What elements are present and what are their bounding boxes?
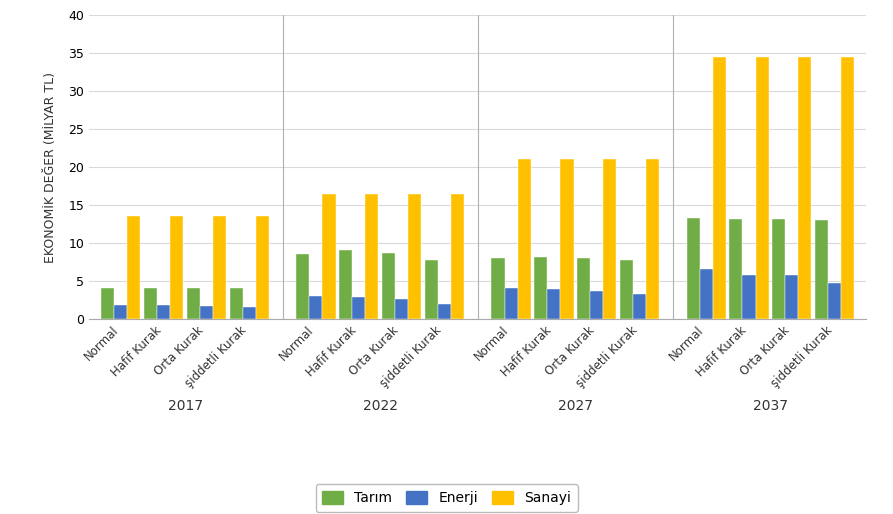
Bar	[114, 305, 128, 319]
Bar	[730, 218, 742, 319]
Bar	[296, 254, 309, 319]
Bar	[699, 269, 713, 319]
Bar	[547, 289, 561, 319]
Bar	[815, 220, 828, 319]
Bar	[604, 159, 616, 319]
Bar	[505, 288, 518, 319]
Bar	[561, 159, 573, 319]
Bar	[841, 57, 855, 319]
Bar	[518, 159, 530, 319]
Bar	[534, 256, 547, 319]
Bar	[772, 218, 785, 319]
Bar	[577, 258, 590, 319]
Bar	[256, 216, 269, 319]
Bar	[742, 274, 755, 319]
Bar	[339, 250, 352, 319]
Bar	[590, 290, 604, 319]
Bar	[785, 276, 798, 319]
Text: 2037: 2037	[753, 399, 788, 413]
Bar	[382, 253, 395, 319]
Bar	[309, 296, 322, 319]
Bar	[713, 57, 726, 319]
Bar	[798, 57, 812, 319]
Y-axis label: EKONOMİK DEĞER (MİLYAR TL): EKONOMİK DEĞER (MİLYAR TL)	[45, 71, 57, 263]
Bar	[687, 218, 699, 319]
Bar	[438, 303, 451, 319]
Bar	[365, 194, 379, 319]
Bar	[633, 295, 647, 319]
Bar	[157, 305, 171, 319]
Bar	[647, 159, 659, 319]
Bar	[128, 216, 140, 319]
Bar	[491, 258, 505, 319]
Bar	[755, 57, 769, 319]
Bar	[187, 288, 200, 319]
Bar	[144, 288, 157, 319]
Text: 2022: 2022	[363, 399, 397, 413]
Bar	[425, 260, 438, 319]
Text: 2017: 2017	[168, 399, 203, 413]
Bar	[408, 194, 421, 319]
Bar	[171, 216, 183, 319]
Text: 2027: 2027	[558, 399, 593, 413]
Bar	[101, 288, 114, 319]
Bar	[230, 288, 243, 319]
Bar	[243, 307, 256, 319]
Bar	[352, 298, 365, 319]
Bar	[213, 216, 226, 319]
Bar	[828, 283, 841, 319]
Bar	[200, 306, 213, 319]
Legend: Tarım, Enerji, Sanayi: Tarım, Enerji, Sanayi	[315, 484, 578, 512]
Bar	[451, 194, 464, 319]
Bar	[620, 260, 633, 319]
Bar	[322, 194, 336, 319]
Bar	[395, 299, 408, 319]
